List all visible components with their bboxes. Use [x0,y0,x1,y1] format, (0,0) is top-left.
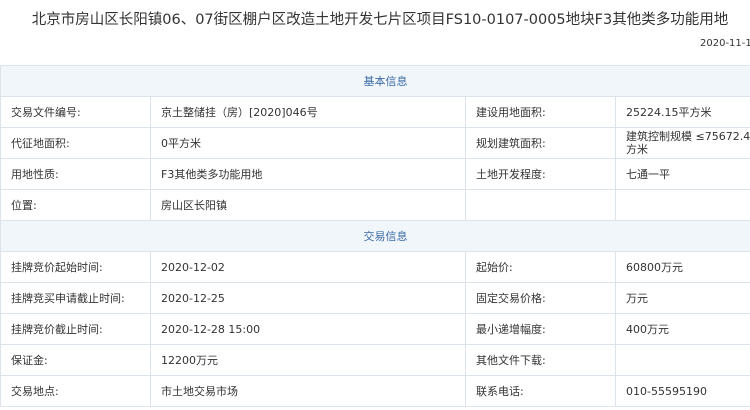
info-row: 挂牌竞价起始时间: 2020-12-02 起始价: 60800万元 [0,251,750,283]
field-label: 挂牌竞价截止时间: [0,313,151,345]
field-label: 其他文件下载: [465,344,616,376]
field-label: 联系电话: [465,375,616,407]
field-label: 用地性质: [0,158,151,190]
field-value: 60800万元 [615,251,750,283]
section-row: 交易信息 [0,220,750,252]
field-label: 保证金: [0,344,151,376]
field-value: 2020-12-02 [150,251,466,283]
empty-cell [615,189,750,221]
field-value: 建筑控制规模 ≤75672.45平方米 [615,127,750,159]
field-value: 京土整储挂（房）[2020]046号 [150,96,466,128]
field-label: 最小递增幅度: [465,313,616,345]
field-value: 万元 [615,282,750,314]
field-value: 市土地交易市场 [150,375,466,407]
field-value: 2020-12-25 [150,282,466,314]
field-label: 土地开发程度: [465,158,616,190]
empty-cell [615,344,750,376]
field-value: F3其他类多功能用地 [150,158,466,190]
field-value: 010-55595190 [615,375,750,407]
publish-date: 2020-11-12 [700,38,750,49]
field-value: 0平方米 [150,127,466,159]
info-row: 挂牌竞买申请截止时间: 2020-12-25 固定交易价格: 万元 [0,282,750,314]
field-label: 位置: [0,189,151,221]
field-label: 挂牌竞价起始时间: [0,251,151,283]
info-table: 基本信息 交易文件编号: 京土整储挂（房）[2020]046号 建设用地面积: 2522… [0,65,750,407]
field-label: 固定交易价格: [465,282,616,314]
info-row: 位置: 房山区长阳镇 [0,189,750,221]
empty-cell [465,189,616,221]
field-value: 七通一平 [615,158,750,190]
section-title: 交易信息 [0,220,750,252]
info-row: 保证金: 12200万元 其他文件下载: [0,344,750,376]
section-row: 基本信息 [0,65,750,97]
field-label: 交易文件编号: [0,96,151,128]
field-value: 25224.15平方米 [615,96,750,128]
field-label: 规划建筑面积: [465,127,616,159]
field-label: 起始价: [465,251,616,283]
info-row: 交易文件编号: 京土整储挂（房）[2020]046号 建设用地面积: 25224.15… [0,96,750,128]
field-label: 建设用地面积: [465,96,616,128]
info-row: 交易地点: 市土地交易市场 联系电话: 010-55595190 [0,375,750,407]
field-label: 挂牌竞买申请截止时间: [0,282,151,314]
field-label: 代征地面积: [0,127,151,159]
info-row: 用地性质: F3其他类多功能用地 土地开发程度: 七通一平 [0,158,750,190]
field-value: 12200万元 [150,344,466,376]
field-label: 交易地点: [0,375,151,407]
field-value: 房山区长阳镇 [150,189,466,221]
section-title: 基本信息 [0,65,750,97]
page-title: 北京市房山区长阳镇06、07街区棚户区改造土地开发七片区项目FS10-0107-… [31,12,729,28]
field-value: 400万元 [615,313,750,345]
info-row: 挂牌竞价截止时间: 2020-12-28 15:00 最小递增幅度: 400万元 [0,313,750,345]
field-value: 2020-12-28 15:00 [150,313,466,345]
